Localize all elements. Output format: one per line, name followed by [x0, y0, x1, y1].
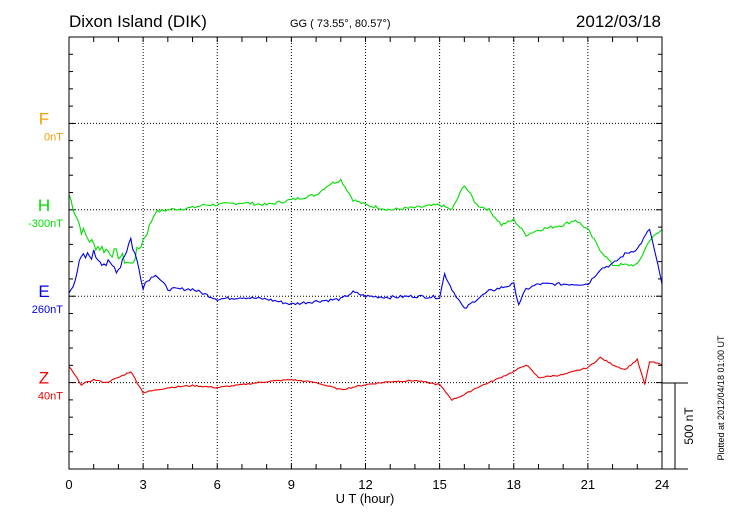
series-line-h	[68, 178, 663, 267]
component-label-e: E	[38, 282, 49, 301]
date-label: 2012/03/18	[576, 12, 661, 31]
x-axis-label: U T (hour)	[336, 491, 395, 506]
station-coords: GG ( 73.55°, 80.57°)	[290, 18, 391, 30]
component-label-f: F	[39, 109, 49, 128]
plotted-at-label: Plotted at 2012/04/18 01:00 UT	[716, 335, 726, 461]
x-tick-label: 21	[581, 477, 595, 492]
baseline-value-z: 40nT	[38, 391, 63, 403]
x-tick-label: 0	[65, 477, 72, 492]
x-tick-label: 9	[288, 477, 295, 492]
series-line-e	[68, 228, 663, 309]
baseline-value-h: -300nT	[28, 218, 63, 230]
x-tick-label: 6	[214, 477, 221, 492]
scale-bar-label: 500 nT	[682, 407, 696, 445]
component-label-h: H	[38, 196, 50, 215]
baseline-value-f: 0nT	[44, 131, 63, 143]
component-label-z: Z	[39, 369, 49, 388]
x-tick-label: 12	[358, 477, 372, 492]
series-line-z	[68, 356, 663, 402]
baseline-value-e: 260nT	[32, 304, 63, 316]
x-tick-label: 3	[140, 477, 147, 492]
x-tick-label: 18	[507, 477, 521, 492]
scale-bar	[662, 382, 688, 470]
plot-frame	[68, 36, 663, 470]
station-title: Dixon Island (DIK)	[69, 12, 207, 31]
x-tick-label: 24	[655, 477, 669, 492]
x-tick-label: 15	[432, 477, 446, 492]
